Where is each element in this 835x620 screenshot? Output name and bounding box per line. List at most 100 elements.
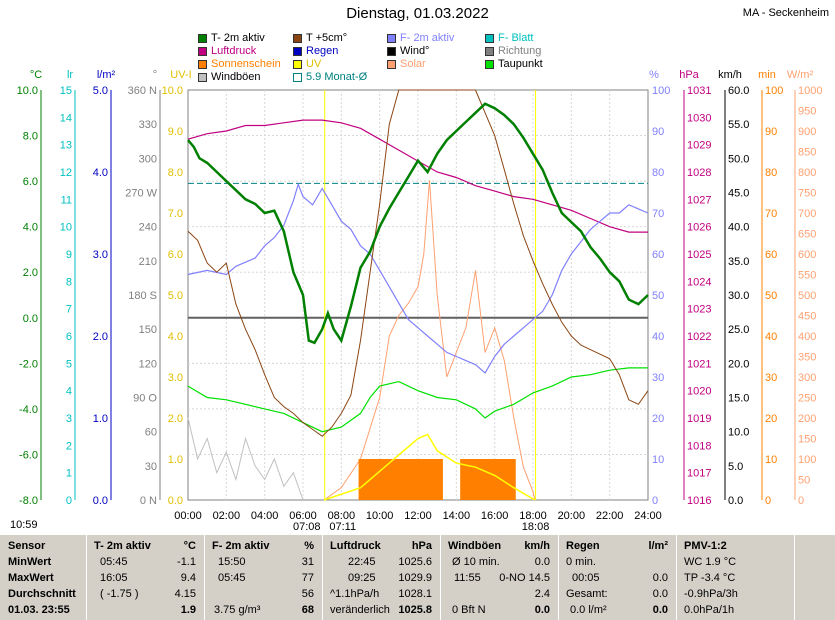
stats-value: 1025.6 <box>398 556 432 568</box>
stats-value: 0.0 <box>652 572 668 584</box>
stats-label-min: MinWert <box>8 556 52 568</box>
y-tick-label: 1030 <box>687 112 711 124</box>
y-tick-label: 1019 <box>687 413 711 425</box>
y-tick-label: 3.0 <box>93 249 108 261</box>
y-tick-label: 1023 <box>687 304 711 316</box>
y-tick-label: -4.0 <box>19 404 38 416</box>
y-tick-label: 25.0 <box>728 324 749 336</box>
y-tick-label: 30 <box>145 461 157 473</box>
legend-label: Regen <box>306 45 339 57</box>
y-tick-label: 950 <box>798 106 816 118</box>
stats-unit: °C <box>183 540 196 552</box>
stats-time: 16:05 <box>100 572 128 584</box>
y-tick-label: 10 <box>765 454 777 466</box>
x-tick-label: 24:00 <box>634 510 662 522</box>
series-uv <box>323 433 536 501</box>
legend-label: F- 2m aktiv <box>400 32 455 44</box>
y-tick-label: 0 <box>652 495 658 507</box>
stats-time: Gesamt: <box>566 588 608 600</box>
y-tick-label: 10 <box>652 454 664 466</box>
y-tick-label: 0 <box>798 495 804 507</box>
stats-label-avg: Durchschnitt <box>8 588 76 600</box>
y-tick-label: 270 W <box>125 188 157 200</box>
x-tick-label: 14:00 <box>443 510 471 522</box>
y-tick-label: 1027 <box>687 194 711 206</box>
grid <box>188 90 648 500</box>
legend-item-luftdruck: Luftdruck <box>198 45 256 57</box>
legend-label: T- 2m aktiv <box>211 32 265 44</box>
legend-item-f2m: F- 2m aktiv <box>387 32 454 44</box>
x-tick-label: 04:00 <box>251 510 279 522</box>
y-tick-label: 4.0 <box>93 167 108 179</box>
stats-time: 05:45 <box>100 556 128 568</box>
y-tick-label: 90 O <box>133 393 157 405</box>
stats-value: 1.9 <box>180 604 196 616</box>
y-tick-label: 600 <box>798 249 816 261</box>
y-tick-label: 2.0 <box>93 331 108 343</box>
y-tick-label: 1028 <box>687 167 711 179</box>
stats-unit: km/h <box>524 540 550 552</box>
y-tick-label: 8 <box>66 276 72 288</box>
legend-item-sonnenschein: Sonnenschein <box>198 58 281 70</box>
y-tick-label: -2.0 <box>19 358 38 370</box>
legend-item-regen: Regen <box>293 45 338 57</box>
status-bar: Sensor MinWert MaxWert Durchschnitt 01.0… <box>0 535 835 620</box>
legend-swatch <box>485 46 494 56</box>
legend-swatch <box>293 46 302 56</box>
stats-time: 15:50 <box>218 556 246 568</box>
stats-header: PMV-1:2 <box>684 540 727 552</box>
y-tick-label: -8.0 <box>19 495 38 507</box>
y-tick-label: 120 <box>139 358 157 370</box>
y-tick-label: 8.0 <box>168 167 183 179</box>
y-tick-label: 0 <box>765 495 771 507</box>
y-tick-label: 30.0 <box>728 290 749 302</box>
y-tick-label: 1.0 <box>168 454 183 466</box>
legend-label: UV <box>306 58 322 70</box>
stats-value: 1028.1 <box>398 588 432 600</box>
y-tick-label: 8.0 <box>23 131 38 143</box>
x-tick-label: 16:00 <box>481 510 509 522</box>
weather-chart: 07:08 07:11 18:08 10.08.06.04.02.00.0-2.0-… <box>17 69 823 533</box>
stats-col-gusts: Windböen km/h Ø 10 min. 0.0 11:55 0-NO 14.5… <box>442 535 559 620</box>
y-tick-label: 100 <box>765 85 783 97</box>
y-tick-label: 10.0 <box>162 85 183 97</box>
y-tick-label: 210 <box>139 256 157 268</box>
axis-unit-label: hPa <box>679 69 699 81</box>
y-tick-label: 9 <box>66 249 72 261</box>
y-tick-label: 80 <box>765 167 777 179</box>
y-tick-label: 240 <box>139 222 157 234</box>
y-tick-label: 300 <box>798 372 816 384</box>
stats-value: 0.0 <box>534 556 550 568</box>
stats-unit: l/m² <box>648 540 668 552</box>
y-tick-label: 5 <box>66 358 72 370</box>
y-tick-label: 20 <box>652 413 664 425</box>
y-tick-label: 350 <box>798 352 816 364</box>
y-tick-label: 10 <box>60 222 72 234</box>
y-tick-label: 1031 <box>687 85 711 97</box>
y-tick-label: 100 <box>798 454 816 466</box>
y-tick-label: 0.0 <box>93 495 108 507</box>
stats-unit: % <box>304 540 314 552</box>
stats-value: 1029.9 <box>398 572 432 584</box>
legend-swatch <box>198 59 207 69</box>
y-tick-label: 1016 <box>687 495 711 507</box>
series-t-2m-aktiv <box>187 102 649 345</box>
legend-label: Sonnenschein <box>211 58 281 70</box>
y-tick-label: 400 <box>798 331 816 343</box>
y-tick-label: 150 <box>139 324 157 336</box>
stats-time: 09:25 <box>348 572 376 584</box>
station-name: MA - Seckenheim <box>742 7 829 19</box>
stats-value: 0-NO 14.5 <box>499 572 550 584</box>
y-tick-label: 2.0 <box>23 267 38 279</box>
y-tick-label: 650 <box>798 229 816 241</box>
x-tick-label: 20:00 <box>558 510 586 522</box>
y-tick-label: 60.0 <box>728 85 749 97</box>
y-tick-label: 14 <box>60 112 72 124</box>
stats-col-f2m: F- 2m aktiv% 15:50 31 05:45 77 56 3.75 g/m… <box>206 535 323 620</box>
stats-value: TP -3.4 °C <box>684 572 736 584</box>
x-tick-label: 12:00 <box>404 510 432 522</box>
legend-swatch <box>198 72 207 82</box>
stats-time: 05:45 <box>218 572 246 584</box>
legend-swatch <box>387 59 396 69</box>
y-tick-label: 180 S <box>128 290 157 302</box>
